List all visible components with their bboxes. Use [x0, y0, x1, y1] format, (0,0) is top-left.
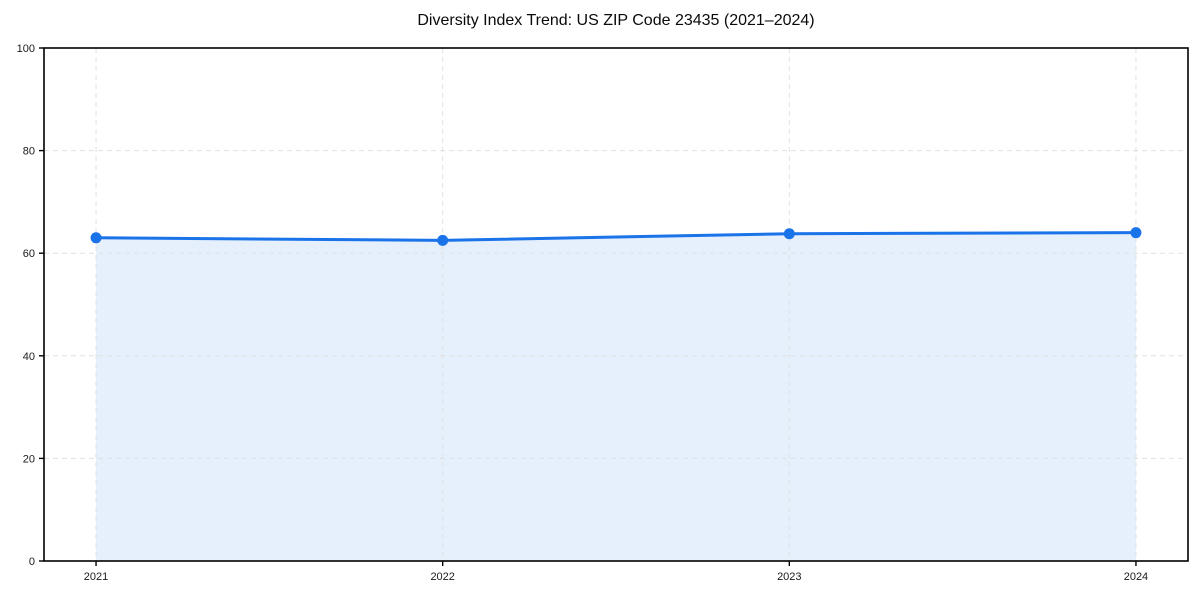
y-tick-label: 0: [29, 556, 35, 568]
y-tick-label: 80: [23, 146, 35, 158]
data-point: [783, 228, 795, 240]
x-tick-label: 2022: [430, 571, 454, 583]
area-fill: [96, 232, 1136, 561]
x-tick-label: 2021: [84, 571, 108, 583]
data-point: [90, 232, 102, 244]
chart-title: Diversity Index Trend: US ZIP Code 23435…: [417, 12, 815, 29]
y-tick-label: 20: [23, 453, 35, 465]
y-tick-label: 40: [23, 351, 35, 363]
data-point: [1130, 227, 1142, 239]
y-tick-label: 100: [17, 43, 35, 55]
plot-border: [43, 47, 1189, 562]
trend-line: [94, 231, 1138, 242]
y-tick-label: 60: [23, 248, 35, 260]
x-tick-label: 2024: [1124, 571, 1148, 583]
data-point: [437, 234, 449, 246]
x-tick-label: 2023: [777, 571, 801, 583]
